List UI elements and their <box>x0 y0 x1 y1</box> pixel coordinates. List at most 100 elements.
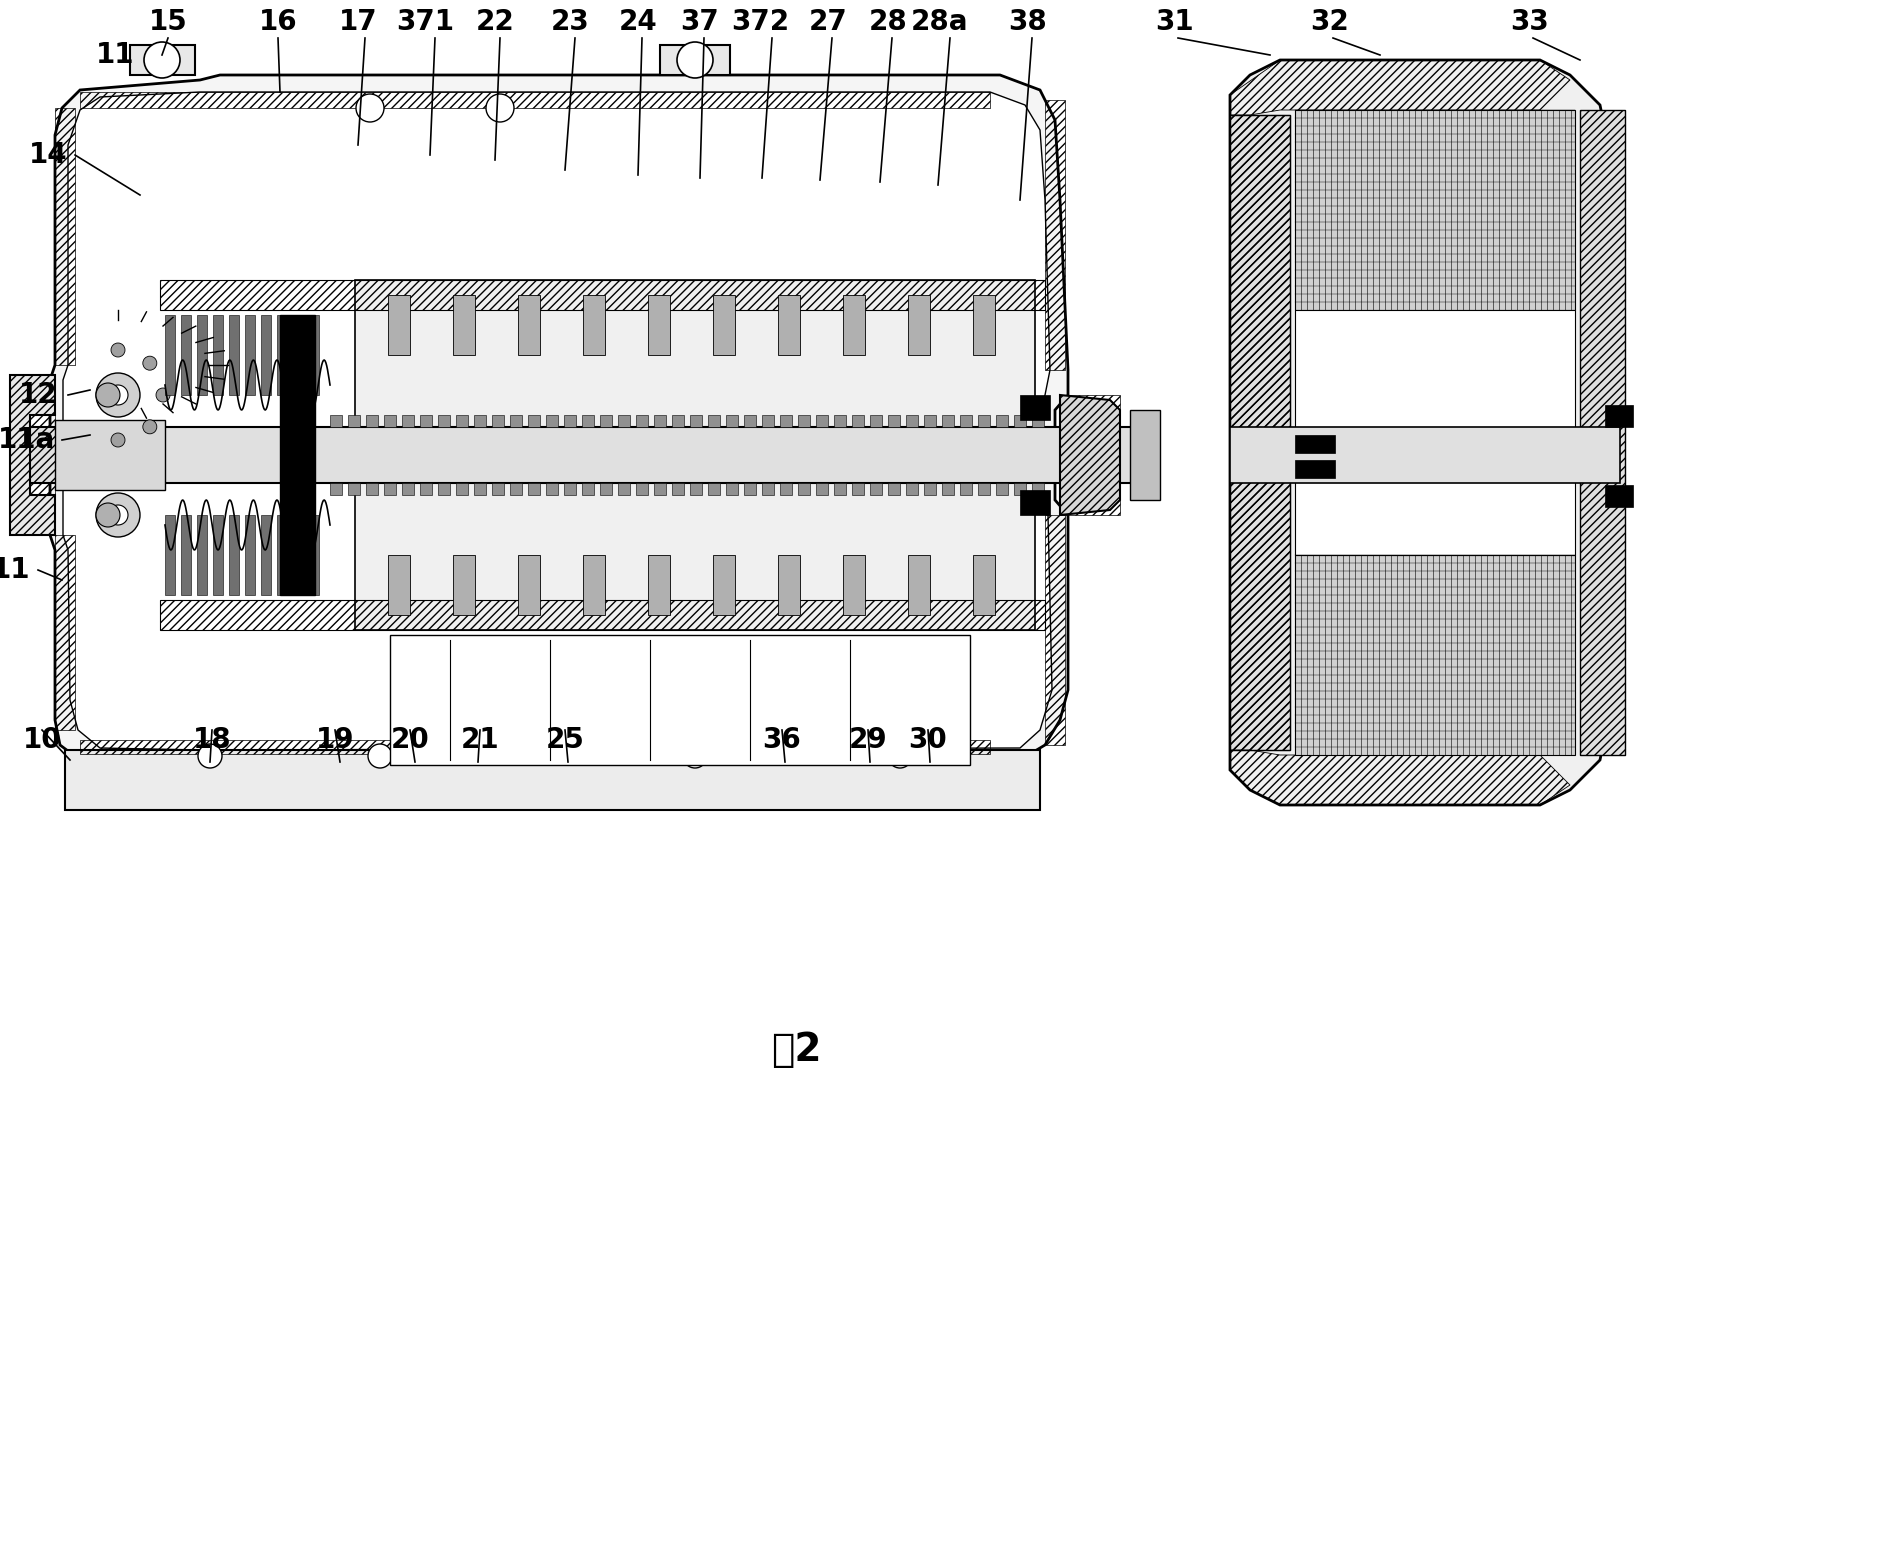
Text: 28: 28 <box>868 8 908 36</box>
Circle shape <box>887 744 912 768</box>
Text: 12: 12 <box>19 382 59 409</box>
Bar <box>453 555 476 616</box>
Bar <box>1130 409 1160 499</box>
Polygon shape <box>9 375 55 535</box>
Text: 38: 38 <box>1009 8 1047 36</box>
Bar <box>973 555 995 616</box>
Bar <box>1031 416 1045 427</box>
Bar <box>1014 482 1026 495</box>
Bar <box>707 482 720 495</box>
Bar <box>1295 434 1335 453</box>
Bar <box>618 482 629 495</box>
Polygon shape <box>660 45 730 74</box>
Bar <box>599 482 612 495</box>
Bar <box>309 515 319 596</box>
Bar <box>995 416 1009 427</box>
Bar <box>726 416 738 427</box>
Bar <box>995 482 1009 495</box>
Bar <box>582 555 605 616</box>
Text: 图2: 图2 <box>772 1031 821 1069</box>
Bar <box>55 420 165 490</box>
Bar <box>942 416 954 427</box>
Polygon shape <box>131 45 195 74</box>
Bar <box>474 416 485 427</box>
Bar <box>798 416 810 427</box>
Bar <box>229 515 239 596</box>
Circle shape <box>97 383 119 406</box>
Text: 25: 25 <box>546 726 584 754</box>
Text: 371: 371 <box>396 8 453 36</box>
Bar <box>713 295 736 355</box>
Text: 30: 30 <box>908 726 948 754</box>
Bar <box>402 482 413 495</box>
Bar <box>635 416 648 427</box>
Text: 10: 10 <box>23 726 61 754</box>
Bar <box>815 482 829 495</box>
Circle shape <box>112 343 125 357</box>
Bar <box>453 295 476 355</box>
Text: 33: 33 <box>1511 8 1549 36</box>
Bar <box>713 555 736 616</box>
Bar <box>180 315 191 396</box>
Bar <box>1295 310 1576 555</box>
Text: 31: 31 <box>1157 8 1194 36</box>
Bar <box>277 315 286 396</box>
Bar <box>457 416 468 427</box>
Text: 37: 37 <box>681 8 719 36</box>
Bar <box>834 482 846 495</box>
Bar <box>1060 396 1121 515</box>
Bar <box>1231 427 1619 482</box>
Bar <box>438 482 449 495</box>
Text: 19: 19 <box>317 726 355 754</box>
Bar <box>389 555 410 616</box>
Text: 11a: 11a <box>0 427 55 454</box>
Bar <box>671 416 684 427</box>
Bar <box>923 482 937 495</box>
Bar <box>978 416 990 427</box>
Text: 14: 14 <box>28 141 68 169</box>
Bar <box>762 482 774 495</box>
Bar <box>1231 115 1289 751</box>
Bar <box>973 295 995 355</box>
Text: 20: 20 <box>391 726 428 754</box>
Bar <box>245 515 254 596</box>
Bar <box>743 482 757 495</box>
Bar <box>908 295 931 355</box>
Bar <box>1295 110 1576 310</box>
Text: 372: 372 <box>732 8 789 36</box>
Bar <box>330 416 341 427</box>
Bar <box>1606 485 1632 507</box>
Text: 27: 27 <box>808 8 848 36</box>
Bar <box>942 482 954 495</box>
Bar <box>159 600 1045 630</box>
Bar <box>599 416 612 427</box>
Bar <box>546 482 557 495</box>
Bar <box>165 515 174 596</box>
Bar <box>212 315 224 396</box>
Bar <box>474 482 485 495</box>
Bar <box>421 416 432 427</box>
Bar <box>959 416 973 427</box>
Bar <box>510 482 521 495</box>
Text: 17: 17 <box>339 8 377 36</box>
Bar <box>1014 416 1026 427</box>
Text: 11: 11 <box>97 40 135 68</box>
Bar <box>690 482 702 495</box>
Bar <box>518 555 540 616</box>
Bar <box>563 482 576 495</box>
Bar <box>159 281 1045 310</box>
Bar <box>1020 396 1050 420</box>
Bar <box>887 482 901 495</box>
Bar <box>707 416 720 427</box>
Bar <box>671 482 684 495</box>
Bar <box>9 375 55 535</box>
Bar <box>180 515 191 596</box>
Circle shape <box>368 744 392 768</box>
Bar <box>654 482 665 495</box>
Bar <box>385 416 396 427</box>
Circle shape <box>677 42 713 78</box>
Bar <box>262 515 271 596</box>
Bar <box>1231 115 1289 751</box>
Bar <box>908 555 931 616</box>
Bar <box>389 295 410 355</box>
